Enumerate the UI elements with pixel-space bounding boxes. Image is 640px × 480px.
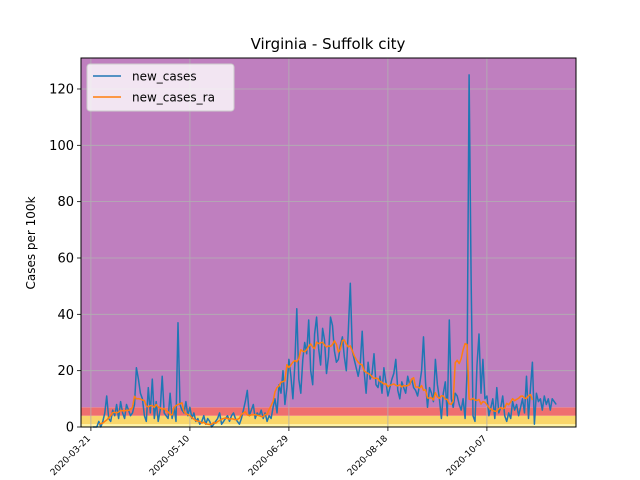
y-tick-label: 40 [57,308,74,323]
chart-title: Virginia - Suffolk city [251,35,406,53]
y-axis-label: Cases per 100k [24,196,38,289]
legend-label: new_cases [132,70,197,84]
background-bands [81,58,576,427]
plot-frame [80,57,577,428]
x-tick-label: 2020-10-07 [445,434,489,478]
y-tick-label: 80 [57,195,74,210]
y-axis: 0 20 40 60 80 100 120 [49,82,81,436]
risk-band-1 [81,415,576,425]
x-tick-label: 2020-03-21 [49,434,93,478]
y-tick-label: 100 [49,139,74,154]
grid-lines [81,58,576,428]
y-tick-label: 20 [57,364,74,379]
x-tick-label: 2020-08-18 [346,434,390,478]
y-tick-label: 60 [57,251,74,266]
x-tick-label: 2020-05-10 [148,434,192,478]
legend-label: new_cases_ra [132,91,215,105]
x-axis: 2020-03-21 2020-05-10 2020-06-29 2020-08-18… [49,427,489,478]
risk-band-0 [81,424,576,427]
y-tick-label: 0 [66,421,74,436]
series-line-new_cases [92,74,557,428]
x-tick-label: 2020-06-29 [247,434,291,478]
legend-box [86,63,235,112]
risk-band-2 [81,407,576,416]
series-line-new_cases_ra [98,339,534,426]
y-tick-label: 120 [49,82,74,97]
series-lines [92,74,557,428]
legend: new_cases new_cases_ra [86,63,235,112]
